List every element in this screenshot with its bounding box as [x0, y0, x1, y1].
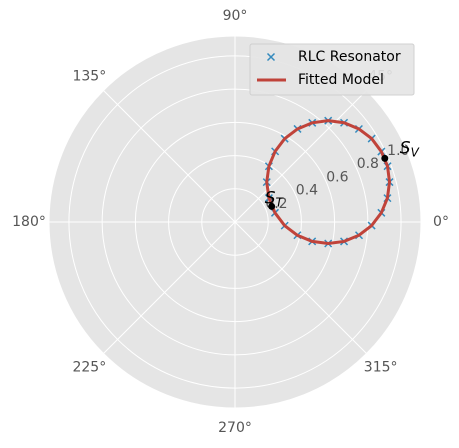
- annotation-sub: V: [411, 145, 420, 159]
- annotation-point: [268, 202, 276, 210]
- r-tick-label: 0.6: [326, 169, 348, 185]
- r-tick-label: 1.0: [387, 143, 409, 159]
- legend-box: [249, 43, 415, 96]
- grid-spoke: [234, 221, 367, 354]
- grid-spoke: [103, 90, 236, 223]
- r-tick-label: 0.4: [296, 183, 318, 199]
- annotation-main: S: [265, 188, 276, 208]
- grid-spoke: [103, 221, 236, 354]
- legend-marker: [266, 52, 276, 62]
- theta-tick-label: 315°: [364, 360, 398, 376]
- legend-label: RLC Resonator: [298, 49, 401, 65]
- annotation-main: S: [400, 138, 411, 158]
- plot-border: [48, 35, 422, 409]
- grid-spoke: [234, 90, 367, 223]
- theta-tick-label: 0°: [433, 214, 449, 230]
- theta-tick-label: 135°: [72, 68, 106, 84]
- annotation-label: SV: [400, 138, 420, 159]
- annotation-label: ST: [265, 188, 285, 209]
- theta-tick-label: 180°: [12, 214, 46, 230]
- r-tick-label: 0.8: [357, 156, 379, 172]
- theta-tick-label: 270°: [218, 420, 252, 436]
- annotation-point: [381, 154, 389, 162]
- legend-label: Fitted Model: [298, 72, 384, 88]
- annotation-sub: T: [275, 195, 284, 209]
- fit-line: [265, 119, 392, 246]
- theta-tick-label: 90°: [223, 8, 248, 24]
- theta-tick-label: 225°: [72, 360, 106, 376]
